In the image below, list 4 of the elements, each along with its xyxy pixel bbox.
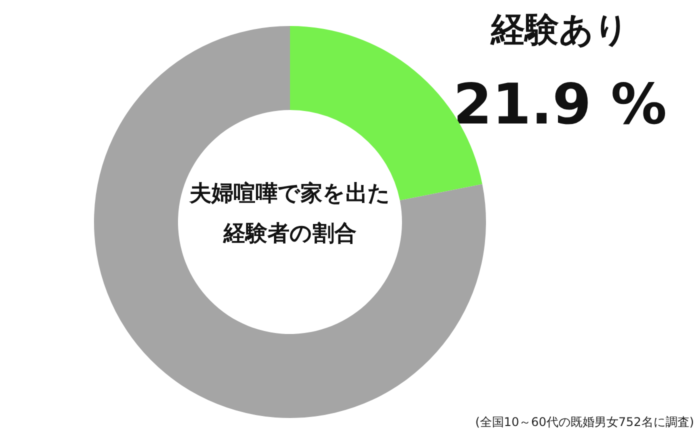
data-label: 21.9 % (453, 72, 667, 138)
text: 夫婦喧嘩で家を出た経験者の割合 (188, 180, 390, 246)
text: (全国10～60代の既婚男女752名に調査) (475, 415, 694, 429)
slice-label: 経験あり (490, 10, 629, 50)
